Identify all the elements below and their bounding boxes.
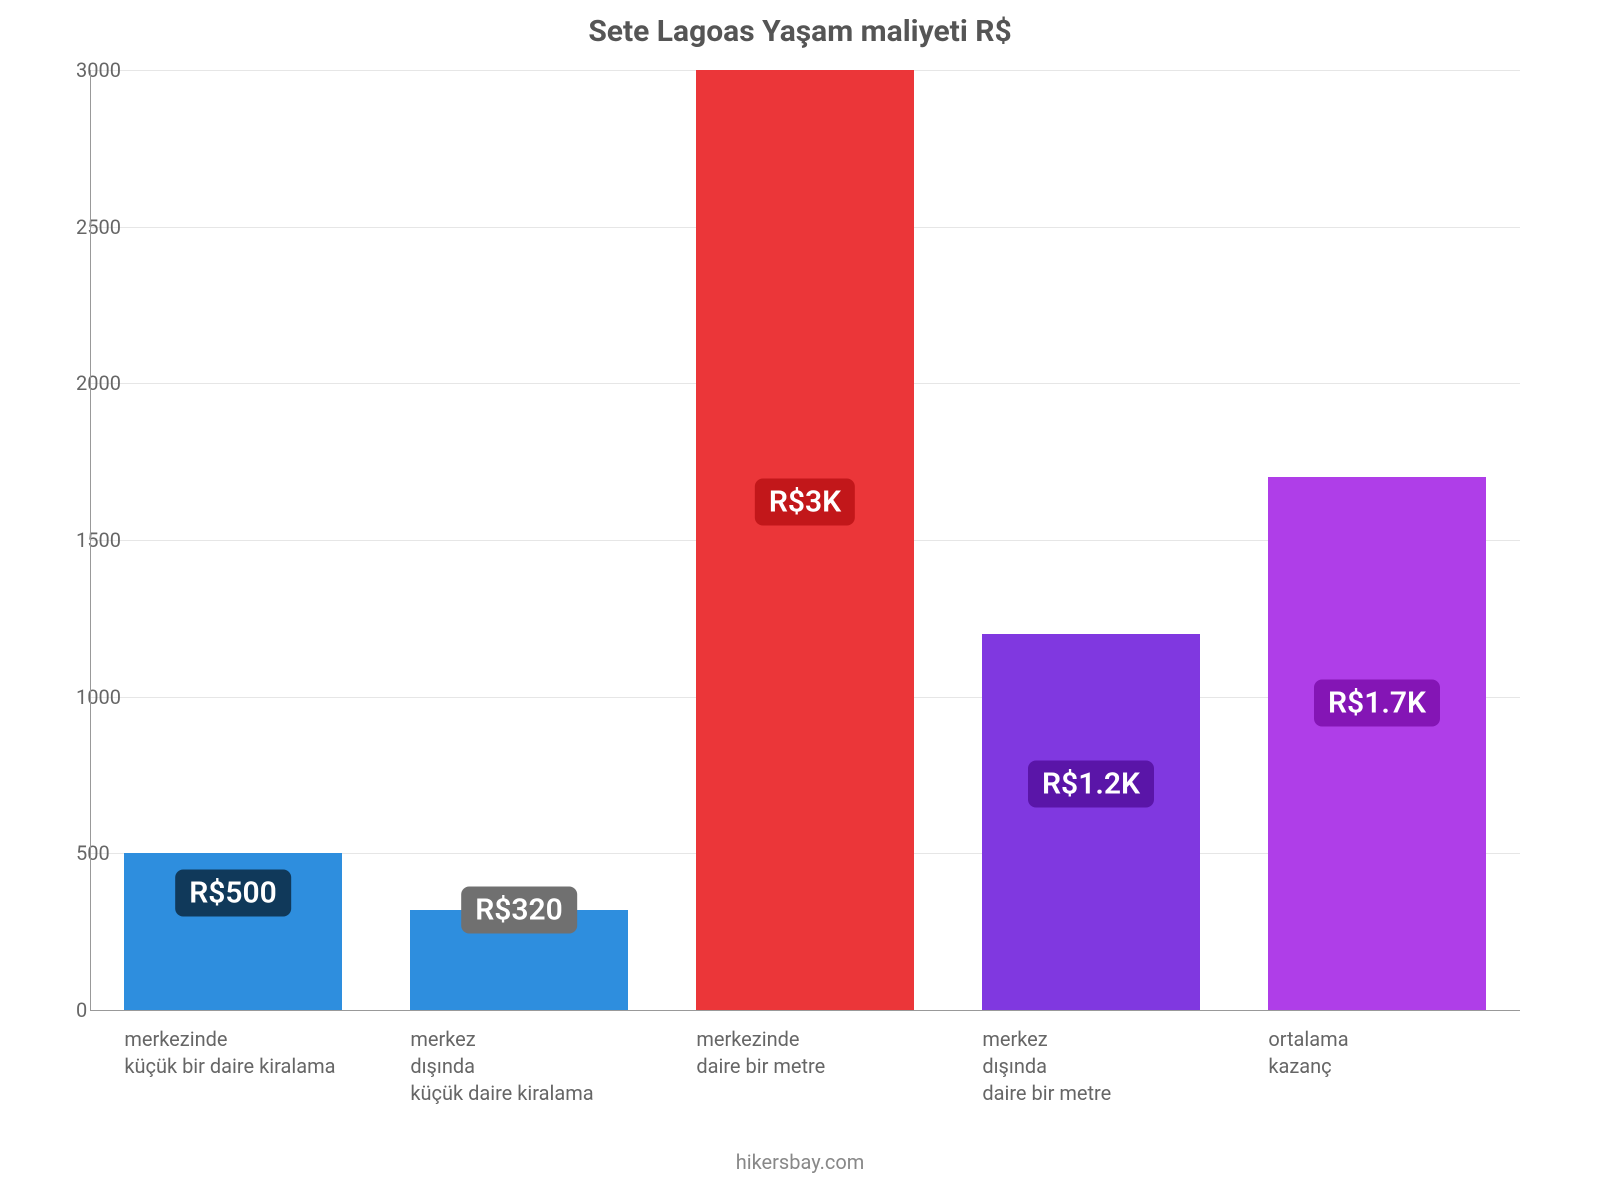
bar [982,634,1199,1010]
y-axis [90,70,91,1010]
value-badge: R$3K [755,479,855,526]
chart-container: Sete Lagoas Yaşam maliyeti R$ 0500100015… [0,0,1600,1200]
chart-title: Sete Lagoas Yaşam maliyeti R$ [0,14,1600,49]
bar [1268,477,1485,1010]
credit-text: hikersbay.com [0,1150,1600,1174]
value-badge: R$320 [461,886,577,933]
x-tick-label: merkez dışında küçük daire kiralama [410,1026,667,1107]
x-tick-label: ortalama kazanç [1268,1026,1525,1080]
value-badge: R$500 [175,869,291,916]
bar [696,70,913,1010]
value-badge: R$1.7K [1314,679,1440,726]
x-tick-label: merkezinde küçük bir daire kiralama [124,1026,381,1080]
value-badge: R$1.2K [1028,761,1154,808]
x-tick-label: merkezinde daire bir metre [696,1026,953,1080]
x-tick-label: merkez dışında daire bir metre [982,1026,1239,1107]
plot-area: 050010001500200025003000R$500merkezinde … [90,70,1520,1010]
x-axis [90,1010,1520,1011]
